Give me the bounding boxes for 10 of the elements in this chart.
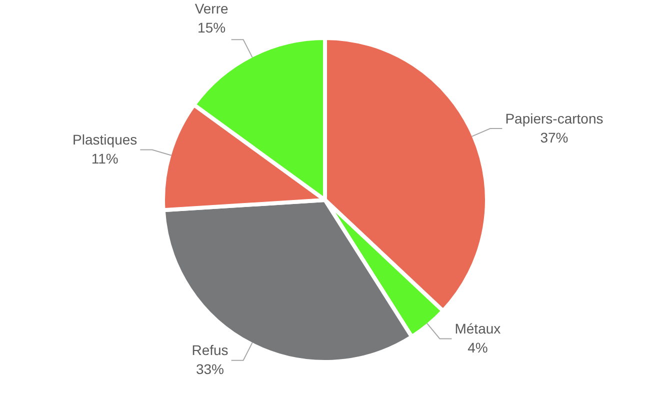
data-label: 33%: [196, 361, 224, 378]
slice-label: Refus: [192, 342, 228, 358]
slice-label: Verre: [194, 0, 228, 16]
data-label: 4%: [468, 340, 488, 356]
data-label: 37%: [540, 129, 568, 146]
slice-label: Plastiques: [72, 132, 138, 148]
slice-label: Papiers-cartons: [505, 110, 604, 126]
data-label: 15%: [198, 19, 226, 36]
data-label: 11%: [91, 150, 118, 167]
slice-label: Métaux: [454, 320, 501, 337]
